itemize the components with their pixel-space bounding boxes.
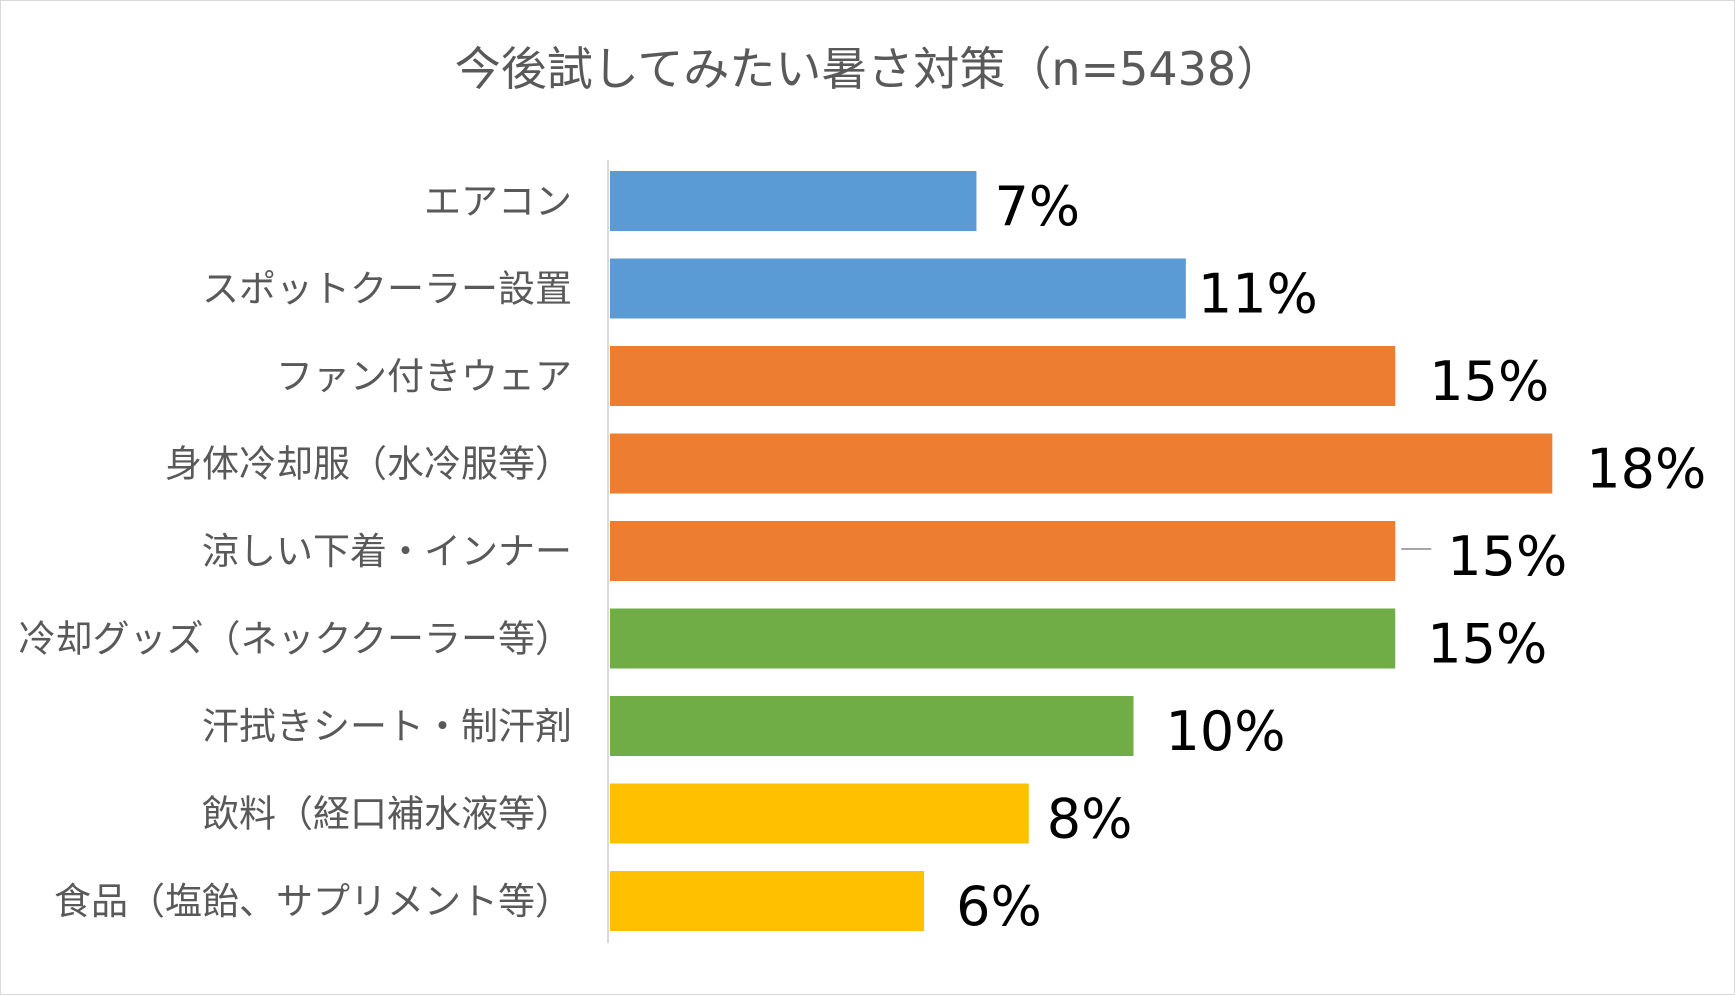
data-label: 10% bbox=[1166, 700, 1286, 763]
data-label: 15% bbox=[1429, 350, 1549, 413]
bar bbox=[610, 521, 1396, 581]
bar bbox=[610, 258, 1186, 319]
data-label: 15% bbox=[1427, 613, 1547, 676]
bar bbox=[610, 783, 1029, 844]
category-label: スポットクーラー設置 bbox=[202, 268, 572, 311]
category-label: 汗拭きシート・制汗剤 bbox=[202, 705, 572, 748]
category-label: 冷却グッズ（ネッククーラー等） bbox=[18, 618, 572, 661]
bar bbox=[610, 433, 1553, 494]
category-label: 飲料（経口補水液等） bbox=[202, 793, 572, 836]
category-label: エアコン bbox=[424, 180, 572, 223]
chart-title: 今後試してみたい暑さ対策（n=5438） bbox=[454, 42, 1283, 96]
data-label: 6% bbox=[956, 875, 1042, 938]
bar bbox=[610, 608, 1396, 669]
bar bbox=[610, 171, 977, 231]
category-label: ファン付きウェア bbox=[276, 355, 572, 398]
data-label: 8% bbox=[1047, 788, 1133, 851]
category-label: 食品（塩飴、サプリメント等） bbox=[54, 880, 572, 923]
bar bbox=[610, 696, 1134, 756]
category-label: 涼しい下着・インナー bbox=[202, 530, 572, 573]
data-label: 11% bbox=[1198, 263, 1318, 326]
bar bbox=[610, 871, 925, 931]
data-label: 15% bbox=[1447, 525, 1567, 588]
data-label: 18% bbox=[1586, 438, 1706, 501]
category-label: 身体冷却服（水冷服等） bbox=[165, 443, 572, 486]
bar bbox=[610, 346, 1396, 406]
data-label: 7% bbox=[994, 175, 1080, 238]
